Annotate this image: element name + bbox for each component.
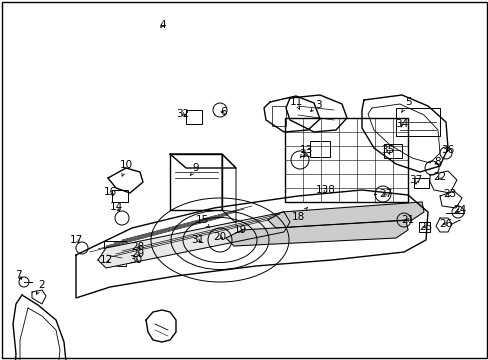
Text: 26: 26 bbox=[439, 219, 452, 229]
Text: 22: 22 bbox=[432, 172, 446, 182]
Text: 35: 35 bbox=[381, 145, 394, 155]
Text: 21: 21 bbox=[401, 215, 414, 225]
Text: 6: 6 bbox=[220, 107, 227, 117]
Text: 27: 27 bbox=[379, 189, 392, 199]
Text: 10: 10 bbox=[119, 160, 132, 176]
Text: 3: 3 bbox=[310, 100, 321, 111]
Text: 28: 28 bbox=[131, 242, 144, 252]
Text: 5: 5 bbox=[401, 97, 410, 112]
Text: 8: 8 bbox=[434, 157, 440, 167]
Polygon shape bbox=[225, 220, 407, 246]
Text: 4: 4 bbox=[160, 20, 166, 30]
Text: 16: 16 bbox=[103, 187, 116, 197]
Text: 11: 11 bbox=[289, 97, 302, 110]
Text: 33: 33 bbox=[299, 149, 312, 159]
Polygon shape bbox=[267, 202, 423, 228]
Text: 2: 2 bbox=[37, 280, 45, 294]
Text: 138: 138 bbox=[315, 185, 335, 195]
Text: 24: 24 bbox=[452, 205, 466, 215]
Text: 25: 25 bbox=[419, 222, 432, 232]
Bar bbox=[185, 110, 202, 124]
Text: 36: 36 bbox=[441, 145, 454, 155]
Text: 31: 31 bbox=[191, 235, 204, 245]
Text: 12: 12 bbox=[99, 255, 112, 265]
Text: 29: 29 bbox=[131, 249, 144, 259]
Text: 34: 34 bbox=[395, 119, 408, 129]
Text: 37: 37 bbox=[408, 175, 422, 185]
Text: 14: 14 bbox=[109, 202, 122, 212]
Text: 7: 7 bbox=[15, 270, 21, 280]
Bar bbox=[418, 222, 429, 232]
Polygon shape bbox=[98, 212, 289, 268]
Text: 32: 32 bbox=[176, 109, 189, 119]
Bar bbox=[413, 178, 428, 188]
Bar bbox=[309, 141, 329, 157]
Bar bbox=[104, 241, 126, 266]
Bar bbox=[271, 106, 285, 126]
Text: 18: 18 bbox=[291, 207, 307, 222]
Text: 23: 23 bbox=[443, 189, 456, 199]
Text: 9: 9 bbox=[190, 163, 199, 176]
Bar bbox=[395, 108, 439, 136]
Bar bbox=[112, 190, 128, 202]
Bar bbox=[383, 144, 401, 158]
Text: 17: 17 bbox=[69, 235, 82, 245]
Text: 13: 13 bbox=[299, 145, 312, 158]
Text: 20: 20 bbox=[213, 232, 226, 242]
Text: 30: 30 bbox=[129, 255, 142, 265]
Text: 19: 19 bbox=[233, 225, 246, 235]
Text: 15: 15 bbox=[195, 215, 209, 228]
